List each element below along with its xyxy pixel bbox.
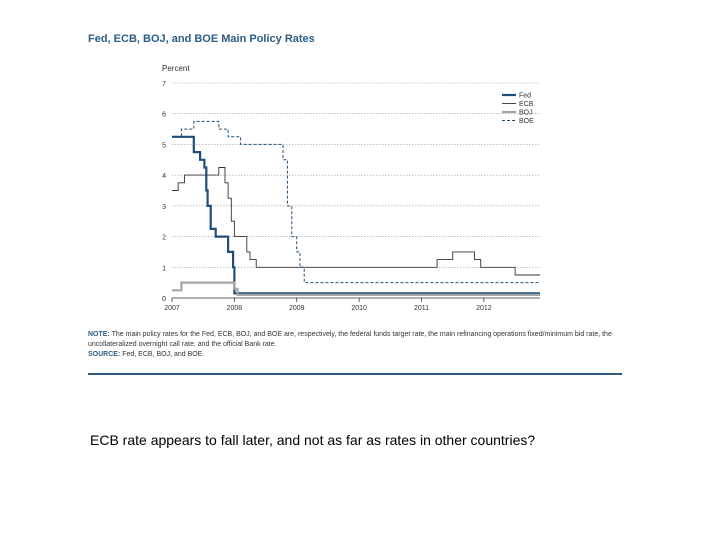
series-line-boj — [172, 281, 540, 296]
legend-label-boe: BOE — [519, 118, 534, 125]
chart-note: NOTE: The main policy rates for the Fed,… — [88, 330, 618, 360]
divider-rule — [88, 373, 622, 375]
series-line-boe — [172, 120, 540, 284]
x-tick-label: 2011 — [414, 305, 429, 312]
y-tick-label: 3 — [162, 204, 166, 211]
legend-label-fed: Fed — [519, 93, 531, 100]
x-tick-label: 2010 — [351, 305, 367, 312]
legend-label-boj: BOJ — [519, 110, 533, 117]
y-tick-label: 6 — [162, 112, 166, 119]
legend-label-ecb: ECB — [519, 101, 534, 108]
y-tick-label: 0 — [162, 296, 166, 303]
source-text: Fed, ECB, BOJ, and BOE. — [122, 351, 205, 358]
y-tick-label: 7 — [162, 81, 166, 88]
x-tick-label: 2007 — [164, 305, 180, 312]
x-tick-label: 2008 — [227, 305, 243, 312]
series-layer — [172, 120, 540, 296]
chart-title: Fed, ECB, BOJ, and BOE Main Policy Rates — [88, 33, 315, 45]
note-label: NOTE: — [88, 331, 110, 338]
y-tick-label: 2 — [162, 235, 166, 242]
series-line-fed — [172, 135, 540, 295]
x-tick-label: 2009 — [289, 305, 305, 312]
source-label: SOURCE: — [88, 351, 121, 358]
series-line-ecb — [172, 167, 540, 276]
y-tick-label: 5 — [162, 142, 166, 149]
y-tick-label: 1 — [162, 265, 166, 272]
note-text: The main policy rates for the Fed, ECB, … — [88, 331, 612, 348]
y-tick-label: 4 — [162, 173, 166, 180]
slide-caption: ECB rate appears to fall later, and not … — [90, 432, 536, 448]
x-tick-label: 2012 — [476, 305, 492, 312]
axis-layer: 0 1 2 3 4 5 6 7 2007 2008 2009 2010 2011 2012 — [162, 81, 540, 312]
y-axis-label: Percent — [162, 64, 190, 73]
